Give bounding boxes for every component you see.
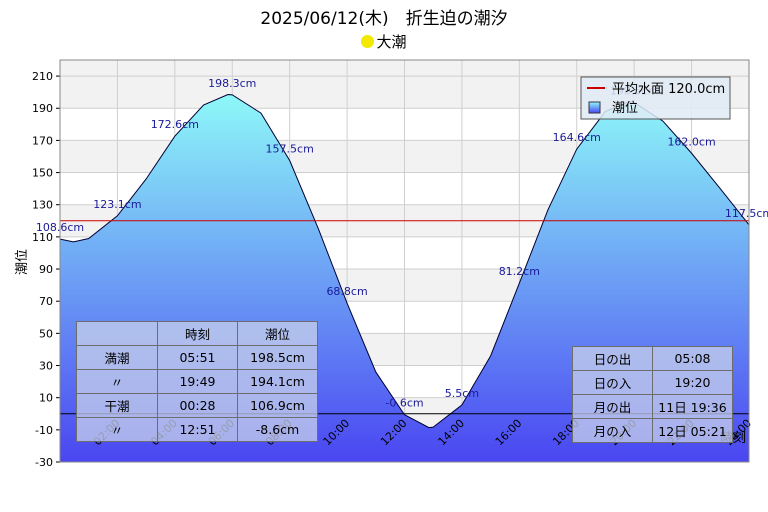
table-cell: 月の出 [572,394,653,419]
point-label: 198.3cm [208,77,256,90]
y-axis-title: 潮位 [15,249,30,275]
table-cell: 12:51 [157,417,238,442]
table-cell: 満潮 [76,345,158,370]
table-cell: 198.5cm [237,345,318,370]
table-row: 日の入 19:20 [572,370,733,395]
y-tick-label: 190 [32,102,53,115]
plot-frame [59,59,750,463]
point-label: 68.8cm [326,285,367,298]
tide-type-label: 大潮 [0,31,768,52]
table-row: 日の出 05:08 [572,346,733,371]
point-label: 5.5cm [445,387,479,400]
table-cell: 194.1cm [237,369,318,394]
y-tick-label: -10 [35,424,53,437]
table-cell: 月の入 [572,418,653,443]
y-tick-label: 110 [32,231,53,244]
y-tick-label: 50 [39,327,53,340]
table-row: 〃 19:49 194.1cm [76,369,318,394]
y-tick-label: 90 [39,263,53,276]
moon-phase-icon [361,35,375,48]
y-tick-label: 30 [39,360,53,373]
table-header-row: 時刻 潮位 [76,321,318,346]
table-cell: 〃 [76,369,158,394]
table-cell: -8.6cm [237,417,318,442]
table-cell: 19:49 [157,369,238,394]
point-label: -0.6cm [385,397,423,410]
legend-mean-label: 平均水面 120.0cm [612,82,725,97]
y-tick-label: -30 [35,456,53,469]
y-tick-label: 70 [39,295,53,308]
tide-type-text: 大潮 [376,33,407,51]
table-header-cell [76,321,158,346]
table-row: 月の入 12日 05:21 [572,418,733,443]
table-cell: 11日 19:36 [652,394,733,419]
table-cell: 106.9cm [237,393,318,418]
sun-moon-table: 日の出 05:08 日の入 19:20 月の出 11日 19:36 月の入 12… [572,346,733,443]
table-header-cell: 潮位 [237,321,318,346]
table-cell: 日の出 [572,346,653,371]
table-row: 満潮 05:51 198.5cm [76,345,318,370]
table-row: 〃 12:51 -8.6cm [76,417,318,442]
table-cell: 19:20 [652,370,733,395]
table-cell: 日の入 [572,370,653,395]
table-cell: 05:08 [652,346,733,371]
point-label: 123.1cm [93,198,141,211]
table-cell: 干潮 [76,393,158,418]
point-label: 164.6cm [553,131,601,144]
y-tick-label: 130 [32,199,53,212]
y-tick-label: 210 [32,70,53,83]
legend-tide-swatch [588,101,601,114]
tide-times-table: 時刻 潮位 満潮 05:51 198.5cm 〃 19:49 194.1cm 干… [76,321,318,442]
point-label: 162.0cm [667,135,715,148]
table-cell: 〃 [76,417,158,442]
table-cell: 05:51 [157,345,238,370]
table-header-cell: 時刻 [157,321,238,346]
point-label: 81.2cm [499,265,540,278]
y-tick-label: 150 [32,167,53,180]
y-tick-label: 10 [39,392,53,405]
table-row: 干潮 00:28 106.9cm [76,393,318,418]
point-label: 117.5cm [725,207,768,220]
legend: 平均水面 120.0cm 潮位 [580,76,731,120]
table-cell: 00:28 [157,393,238,418]
table-cell: 12日 05:21 [652,418,733,443]
legend-tide-label: 潮位 [612,101,638,116]
y-tick-label: 170 [32,134,53,147]
point-label: 172.6cm [151,118,199,131]
point-label: 157.5cm [266,143,314,156]
chart-title: 2025/06/12(木) 折生迫の潮汐 [260,9,508,29]
table-row: 月の出 11日 19:36 [572,394,733,419]
